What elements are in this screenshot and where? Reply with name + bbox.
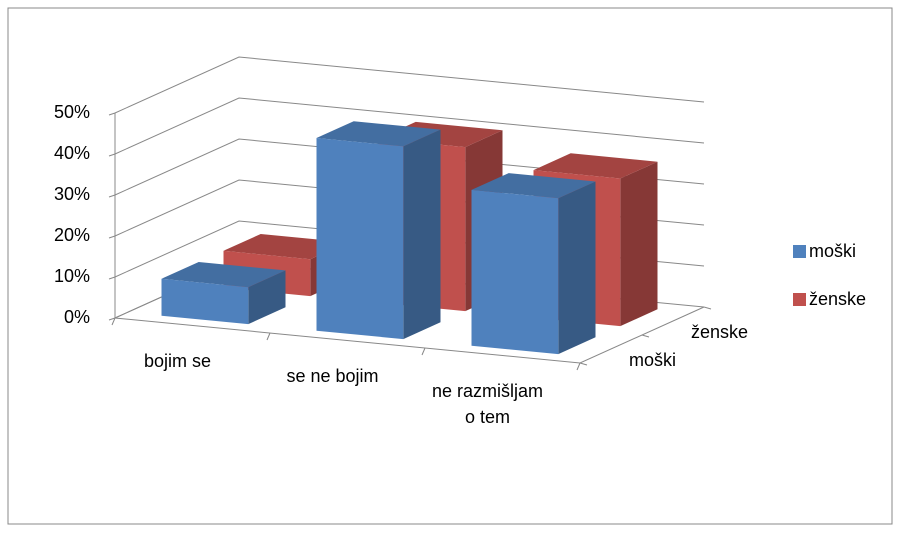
y-tick-label: 20% bbox=[54, 225, 90, 245]
y-tick-label: 50% bbox=[54, 102, 90, 122]
z-tick bbox=[703, 306, 712, 310]
legend-label: ženske bbox=[809, 289, 866, 309]
y-tick bbox=[108, 317, 116, 321]
x-tick-label: ne razmišljam o tem bbox=[431, 380, 544, 427]
x-tick bbox=[266, 332, 271, 341]
y-tick bbox=[108, 153, 116, 157]
z-tick bbox=[579, 362, 588, 366]
y-tick bbox=[108, 276, 116, 280]
x-tick-label: se ne bojim bbox=[286, 365, 379, 386]
legend-swatch bbox=[793, 293, 806, 306]
bar-side bbox=[620, 161, 658, 327]
grid-line bbox=[114, 56, 705, 114]
bar-top bbox=[471, 173, 596, 199]
bar bbox=[161, 262, 286, 325]
x-tick-label: bojim se bbox=[143, 350, 212, 371]
x-tick bbox=[576, 362, 581, 371]
y-tick bbox=[108, 194, 116, 198]
grid-line bbox=[114, 97, 705, 155]
y-tick bbox=[108, 112, 116, 116]
y-tick-label: 30% bbox=[54, 184, 90, 204]
x-tick bbox=[421, 347, 426, 356]
z-tick bbox=[641, 334, 650, 338]
bar-top bbox=[533, 153, 658, 179]
bar-front bbox=[471, 189, 559, 355]
y-tick-label: 10% bbox=[54, 266, 90, 286]
bar-top bbox=[316, 121, 441, 147]
legend-swatch bbox=[793, 245, 806, 258]
x-tick bbox=[111, 317, 116, 326]
y-tick bbox=[108, 235, 116, 239]
legend-label: moški bbox=[809, 241, 856, 261]
bar-side bbox=[403, 129, 441, 340]
depth-label: ženske bbox=[691, 322, 748, 342]
y-tick-label: 40% bbox=[54, 143, 90, 163]
bar-front bbox=[316, 138, 404, 340]
depth-label: moški bbox=[629, 350, 676, 370]
y-tick-label: 0% bbox=[64, 307, 90, 327]
bar bbox=[471, 173, 596, 355]
bar bbox=[316, 121, 441, 340]
bar-side bbox=[558, 181, 596, 355]
bar-front bbox=[161, 278, 249, 325]
bar-side bbox=[248, 270, 286, 325]
bar-top bbox=[161, 262, 286, 288]
